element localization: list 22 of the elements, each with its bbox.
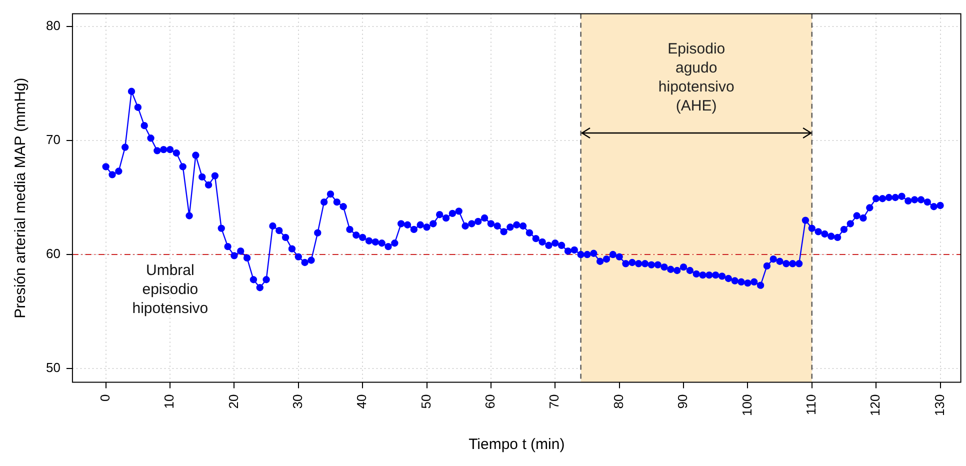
- x-tick-label: 110: [803, 394, 818, 416]
- x-tick-label: 120: [868, 394, 883, 416]
- y-tick-label: 50: [46, 360, 60, 376]
- x-tick-label: 40: [354, 394, 370, 409]
- ref-line-label: Umbral episodio hipotensivo: [132, 262, 208, 318]
- y-axis-title: Presión arterial media MAP (mmHg): [12, 78, 30, 318]
- x-tick-label: 80: [610, 394, 626, 409]
- x-axis-title: Tiempo t (min): [468, 436, 565, 454]
- band-label: Episodio agudo hipotensivo (AHE): [658, 40, 734, 114]
- x-tick-label: 60: [482, 394, 498, 409]
- x-tick-label: 90: [675, 394, 690, 409]
- x-tick-label: 130: [932, 394, 947, 416]
- y-tick-label: 70: [46, 132, 60, 148]
- x-tick-label: 0: [97, 394, 112, 402]
- y-tick-label: 60: [46, 246, 60, 262]
- x-tick-label: 20: [226, 394, 241, 409]
- x-tick-label: 30: [290, 394, 305, 409]
- x-tick-label: 50: [418, 394, 434, 409]
- y-tick-label: 80: [46, 18, 60, 33]
- x-tick-label: 10: [162, 394, 177, 409]
- x-tick-label: 100: [739, 394, 754, 416]
- x-tick-label: 70: [546, 394, 562, 409]
